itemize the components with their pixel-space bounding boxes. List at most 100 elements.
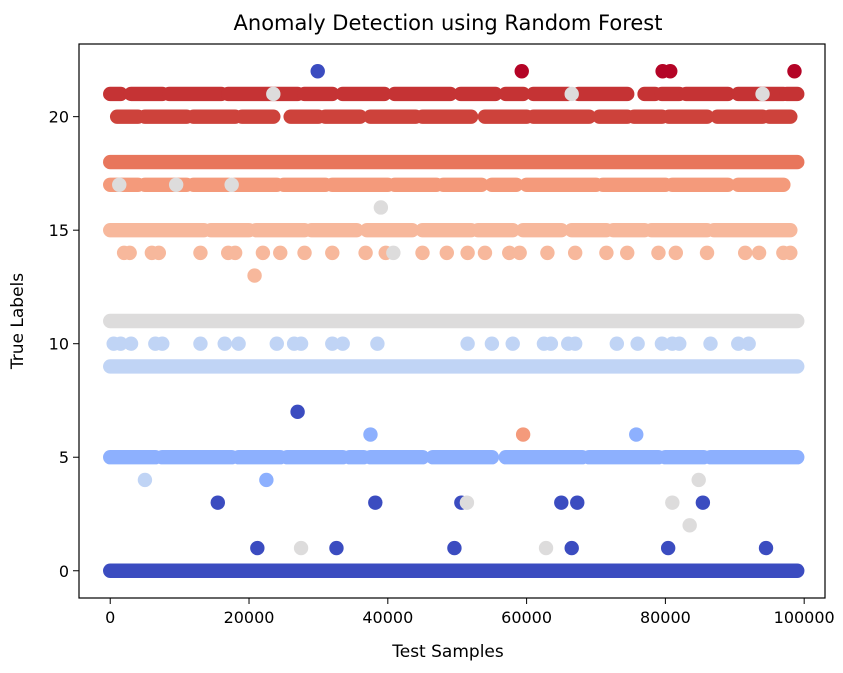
data-point	[567, 336, 583, 351]
row-y15-segment-9	[606, 222, 652, 238]
data-point	[217, 336, 232, 351]
data-point	[210, 495, 225, 510]
data-point	[363, 427, 378, 442]
data-point	[269, 336, 284, 351]
data-point	[599, 245, 614, 261]
x-tick-label: 60000	[501, 608, 552, 627]
data-point	[335, 336, 350, 351]
data-point	[447, 540, 462, 556]
data-point	[193, 336, 208, 351]
data-point	[227, 245, 243, 261]
data-point	[651, 245, 666, 261]
data-point	[741, 336, 756, 351]
dense-row-y18	[103, 154, 805, 170]
row-y17-segment-4	[276, 177, 333, 192]
y-tick-label: 5	[59, 448, 69, 467]
data-point	[564, 86, 579, 102]
data-point	[386, 245, 401, 261]
data-point	[564, 540, 579, 556]
dense-row-y9	[103, 359, 805, 374]
data-point	[540, 245, 555, 261]
data-point	[329, 540, 344, 556]
data-point	[787, 64, 802, 79]
row-y21-segment-6	[387, 86, 458, 102]
data-point	[630, 336, 645, 351]
data-point	[259, 472, 274, 488]
data-point	[515, 427, 531, 442]
chart-title: Anomaly Detection using Random Forest	[234, 11, 663, 35]
row-y21-segment-13	[679, 86, 736, 102]
row-y15-segment-10	[644, 222, 715, 238]
data-point	[415, 245, 430, 261]
data-point	[439, 245, 454, 261]
row-y17-segment-8	[484, 177, 524, 192]
row-y21-segment-7	[453, 86, 503, 102]
dense-row-y11	[103, 313, 805, 329]
row-y15-segment-11	[706, 222, 798, 238]
row-y17-segment-11	[665, 177, 736, 192]
data-layer	[103, 64, 805, 578]
row-y20-segment-2	[186, 109, 243, 124]
row-y17-segment-7	[436, 177, 489, 192]
row-y21-segment-3	[221, 86, 305, 102]
row-y17-segment-6	[387, 177, 444, 192]
data-point	[751, 245, 767, 261]
data-point	[731, 336, 746, 351]
row-y17-segment-5	[325, 177, 396, 192]
y-tick-label: 10	[49, 335, 69, 354]
row-y20-segment-14	[762, 109, 798, 124]
data-point	[699, 245, 715, 261]
row-y15-segment-4	[359, 222, 420, 238]
data-point	[505, 336, 520, 351]
row-y15-segment-6	[470, 222, 520, 238]
data-point	[758, 540, 774, 556]
row-y17-segment-12	[731, 177, 791, 192]
data-point	[543, 336, 559, 351]
data-point	[629, 427, 644, 442]
row-y20-segment-6	[363, 109, 423, 124]
data-point	[484, 336, 500, 351]
y-tick-label: 15	[49, 221, 69, 240]
data-point	[310, 64, 325, 79]
data-point	[224, 177, 239, 192]
data-point	[695, 495, 711, 510]
data-point	[266, 86, 281, 102]
row-y15-segment-0	[103, 222, 212, 238]
y-axis-label: True Labels	[8, 273, 28, 370]
row-y17-segment-10	[595, 177, 673, 192]
data-point	[168, 177, 184, 192]
row-y20-segment-13	[710, 109, 770, 124]
row-y5-segment-8	[581, 450, 666, 465]
data-point	[370, 336, 385, 351]
data-point	[672, 336, 687, 351]
data-point	[668, 245, 683, 261]
x-axis-label: Test Samples	[391, 642, 504, 662]
x-axis: 0 20000 40000 60000 80000 100000	[105, 598, 835, 627]
data-point	[654, 336, 670, 351]
row-y20-segment-7	[415, 109, 479, 124]
data-point	[477, 245, 493, 261]
row-y21-segment-12	[654, 86, 687, 102]
data-point	[255, 245, 271, 261]
row-y5-segment-7	[498, 450, 590, 465]
plot-frame	[78, 43, 826, 599]
row-y20-segment-12	[661, 109, 715, 124]
row-y5-segment-5	[363, 450, 430, 465]
data-point	[755, 86, 770, 102]
row-y5-segment-2	[231, 450, 288, 465]
data-point	[570, 495, 585, 510]
data-point	[122, 245, 137, 261]
row-y5-segment-0	[103, 450, 163, 465]
row-y5-segment-1	[155, 450, 239, 465]
x-tick-label: 100000	[774, 608, 835, 627]
data-point	[538, 540, 554, 556]
data-point	[293, 540, 309, 556]
data-point	[554, 495, 569, 510]
row-y15-segment-7	[515, 222, 569, 238]
row-y17-segment-3	[227, 177, 284, 192]
row-y21-segment-4	[297, 86, 340, 102]
data-point	[737, 245, 753, 261]
row-y20-segment-9	[526, 109, 597, 124]
row-y21-segment-8	[498, 86, 531, 102]
